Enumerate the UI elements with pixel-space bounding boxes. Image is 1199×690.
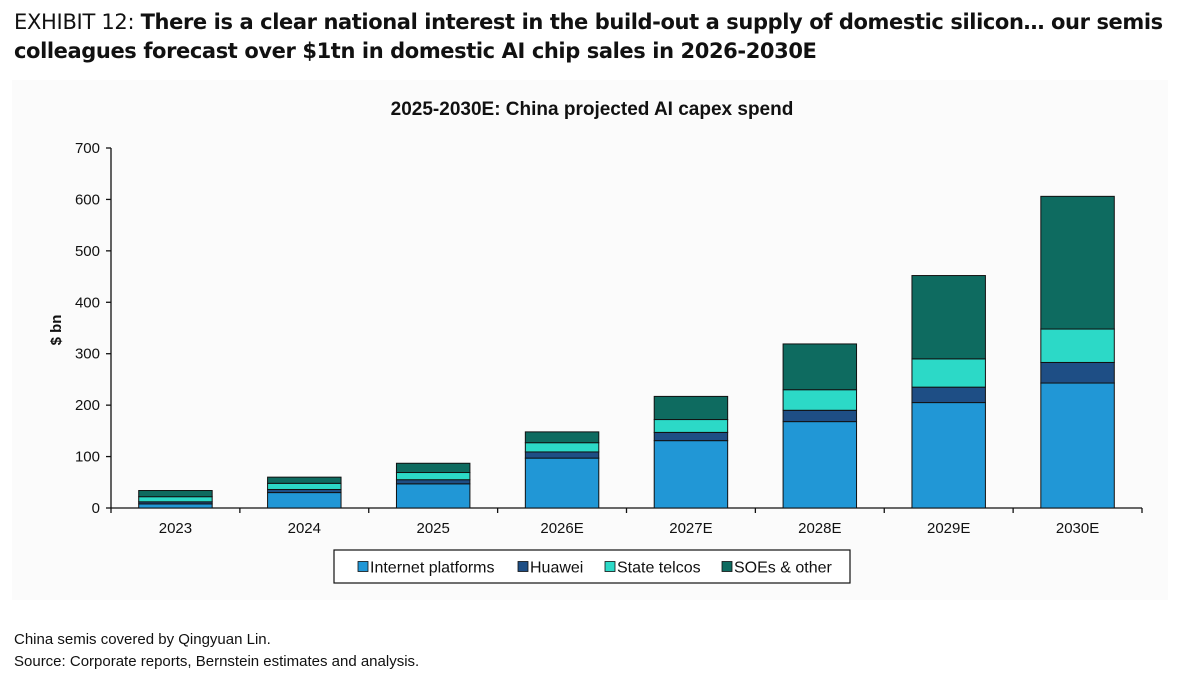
bar-segment-soes-other-2027e [653,395,729,421]
bar-segment-internet-platforms-2027e [653,440,729,509]
bar-segment-huawei-2030e [1040,361,1115,384]
legend-label-internet-platforms: Internet platforms [370,560,495,577]
legend-swatch-huawei [517,561,529,572]
x-tick-label: 2030E [1056,520,1099,537]
x-tick-label: 2028E [798,520,841,537]
bar-segment-internet-platforms-2025 [395,483,471,509]
legend: Internet platforms Huawei State telcos SOEs… [333,549,851,584]
bar-segment-huawei-2028e [782,409,858,423]
bar-segment-state-telcos-2029e [911,358,986,388]
y-tick-label: 0 [92,500,100,517]
y-tick-label: 300 [75,346,100,363]
legend-swatch-internet-platforms [357,561,369,572]
bar-segment-soes-other-2029e [911,275,986,360]
legend-swatch-state-telcos [604,561,616,572]
bar-segment-state-telcos-2025 [395,472,471,481]
footnote-coverage: China semis covered by Qingyuan Lin. [14,631,271,648]
y-tick-label: 400 [75,294,100,311]
bar-segment-internet-platforms-2024 [267,492,342,509]
legend-box [333,549,851,584]
bar-segment-state-telcos-2026e [524,442,600,453]
footnote-source: Source: Corporate reports, Bernstein est… [14,653,420,670]
chart-panel: 2025-2030E: China projected AI capex spe… [12,80,1168,600]
bar-segment-internet-platforms-2026e [524,457,600,509]
bar-segment-huawei-2029e [911,386,986,404]
x-tick-label: 2024 [288,520,321,537]
legend-label-huawei: Huawei [530,560,583,577]
bar-segment-soes-other-2028e [782,343,858,391]
bar-segment-state-telcos-2027e [653,419,729,433]
bar-segment-huawei-2027e [653,431,729,442]
bar-segment-huawei-2025 [395,479,471,485]
bar-segment-internet-platforms-2028e [782,421,858,509]
y-tick-label: 200 [75,397,100,414]
bar-segment-soes-other-2024 [267,476,342,484]
bar-segment-internet-platforms-2029e [911,402,986,509]
chart-svg: 2025-2030E: China projected AI capex spe… [48,99,1143,584]
legend-label-soes-other: SOEs & other [734,560,832,577]
x-tick-label: 2026E [540,520,583,537]
bar-segment-internet-platforms-2023 [138,503,213,509]
x-tick-label: 2029E [927,520,970,537]
y-tick-label: 500 [75,243,100,260]
y-tick-label: 600 [75,191,100,208]
chart-title: 2025-2030E: China projected AI capex spe… [391,99,794,120]
exhibit-headline: There is a clear national interest in th… [14,10,1163,63]
y-axis-label: $ bn [48,315,65,346]
x-tick-label: 2025 [417,520,450,537]
bar-segment-state-telcos-2028e [782,389,858,411]
exhibit-label: EXHIBIT 12: [14,10,141,34]
legend-swatch-soes-other [721,561,733,572]
plot-layer: 0 100 200 300 400 500 600 700 2023 2024 2025 2026E 2… [75,140,1143,537]
bar-segment-soes-other-2025 [395,462,471,474]
x-tick-label: 2027E [669,520,712,537]
bar-segment-soes-other-2030e [1040,195,1115,330]
bar-segment-internet-platforms-2030e [1040,382,1115,509]
y-tick-label: 100 [75,449,100,466]
bar-segment-soes-other-2023 [138,490,213,498]
bar-segment-huawei-2026e [524,451,600,459]
bar-segment-soes-other-2026e [524,431,600,444]
x-tick-label: 2023 [159,520,192,537]
bar-segment-state-telcos-2023 [138,496,213,503]
bar-segment-state-telcos-2024 [267,482,342,490]
exhibit-title: EXHIBIT 12: There is a clear national in… [14,8,1184,66]
bar-segment-state-telcos-2030e [1040,328,1115,363]
legend-label-state-telcos: State telcos [617,560,701,577]
y-tick-label: 700 [75,140,100,157]
